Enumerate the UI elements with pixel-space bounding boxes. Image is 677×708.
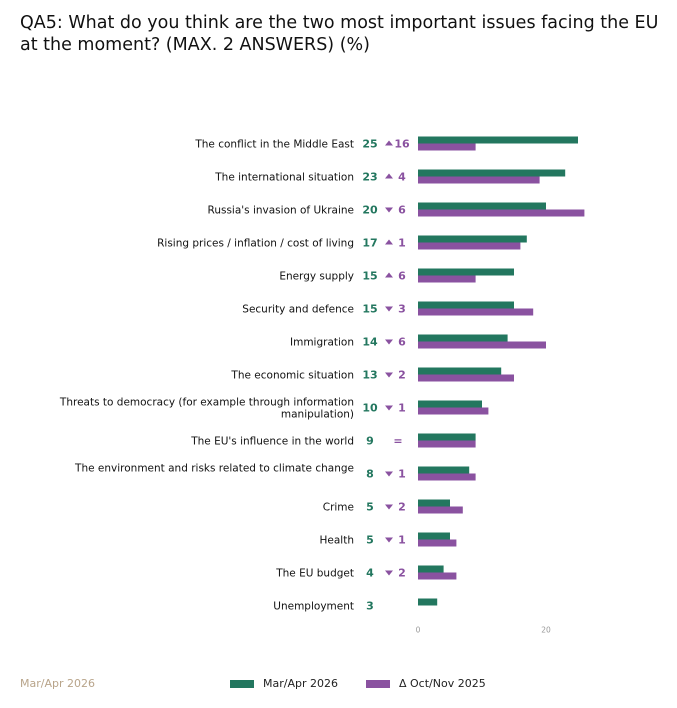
delta-label: 3 <box>398 303 406 316</box>
delta-up-icon <box>385 173 393 179</box>
value-label: 9 <box>366 435 374 448</box>
bar-previous <box>418 176 540 184</box>
bar-current <box>418 598 438 606</box>
category-label: Security and defence <box>242 304 354 316</box>
bar-previous <box>418 506 463 514</box>
bar-previous <box>418 143 476 151</box>
bar-previous <box>418 473 476 481</box>
bar-current <box>418 367 502 375</box>
bar-current <box>418 466 470 474</box>
delta-label: 1 <box>398 468 406 481</box>
delta-label: 2 <box>398 369 406 382</box>
delta-label: = <box>393 435 402 448</box>
value-label: 25 <box>362 138 377 151</box>
bar-current <box>418 499 450 507</box>
category-label: Unemployment <box>273 601 354 613</box>
bar-current <box>418 301 514 309</box>
bar-previous <box>418 209 585 217</box>
bar-current <box>418 400 482 408</box>
bar-current <box>418 532 450 540</box>
value-label: 17 <box>362 237 377 250</box>
delta-label: 6 <box>398 336 406 349</box>
bar-previous <box>418 440 476 448</box>
value-label: 20 <box>362 204 378 217</box>
bar-current <box>418 202 546 210</box>
category-label: manipulation) <box>281 409 354 421</box>
category-label: Health <box>320 535 354 547</box>
delta-down-icon <box>385 405 393 411</box>
bar-previous <box>418 275 476 283</box>
bar-previous <box>418 374 514 382</box>
bar-current <box>418 268 514 276</box>
bar-current <box>418 235 527 243</box>
bar-current <box>418 169 566 177</box>
delta-label: 6 <box>398 270 406 283</box>
value-label: 3 <box>366 600 374 613</box>
x-tick-label: 20 <box>541 626 551 635</box>
delta-label: 1 <box>398 534 406 547</box>
legend-item-previous: Δ Oct/Nov 2025 <box>365 677 486 690</box>
legend-item-current: Mar/Apr 2026 <box>230 677 338 690</box>
category-label: The EU budget <box>275 568 354 580</box>
category-label: Crime <box>323 502 354 514</box>
category-label: Immigration <box>290 337 354 349</box>
category-label: Rising prices / inflation / cost of livi… <box>157 238 354 250</box>
value-label: 14 <box>362 336 378 349</box>
delta-label: 16 <box>394 138 410 151</box>
delta-down-icon <box>385 570 393 576</box>
delta-label: 4 <box>398 171 406 184</box>
bar-previous <box>418 308 534 316</box>
bar-previous <box>418 539 457 547</box>
delta-down-icon <box>385 504 393 510</box>
bar-previous <box>418 572 457 580</box>
bar-previous <box>418 341 546 349</box>
value-label: 8 <box>366 468 374 481</box>
bar-current <box>418 565 444 573</box>
category-label: The EU's influence in the world <box>190 436 354 448</box>
legend-swatch-current <box>230 679 254 688</box>
delta-down-icon <box>385 537 393 543</box>
delta-down-icon <box>385 306 393 312</box>
delta-down-icon <box>385 207 393 213</box>
category-label: The international situation <box>214 172 354 184</box>
delta-down-icon <box>385 339 393 345</box>
value-label: 5 <box>366 534 374 547</box>
legend-label-previous: Δ Oct/Nov 2025 <box>398 677 486 690</box>
bar-current <box>418 433 476 441</box>
bar-previous <box>418 242 521 250</box>
category-label: The environment and risks related to cli… <box>74 463 354 475</box>
chart-title: QA5: What do you think are the two most … <box>20 13 659 55</box>
footnote: Mar/Apr 2026 <box>20 677 95 690</box>
delta-label: 6 <box>398 204 406 217</box>
bar-current <box>418 334 508 342</box>
value-label: 5 <box>366 501 374 514</box>
bar-current <box>418 136 578 144</box>
value-label: 15 <box>362 303 377 316</box>
delta-down-icon <box>385 471 393 477</box>
category-label: The economic situation <box>230 370 354 382</box>
delta-up-icon <box>385 140 393 146</box>
delta-label: 1 <box>398 402 406 415</box>
delta-label: 2 <box>398 567 406 580</box>
delta-down-icon <box>385 372 393 378</box>
category-label: Threats to democracy (for example throug… <box>59 397 354 409</box>
legend-label-current: Mar/Apr 2026 <box>263 677 338 690</box>
delta-up-icon <box>385 239 393 245</box>
value-label: 13 <box>362 369 377 382</box>
value-label: 23 <box>362 171 377 184</box>
bar-previous <box>418 407 489 415</box>
category-label: The conflict in the Middle East <box>194 139 354 151</box>
legend-swatch-previous <box>365 679 390 688</box>
category-label: Energy supply <box>279 271 354 283</box>
delta-label: 1 <box>398 237 406 250</box>
value-label: 10 <box>362 402 378 415</box>
value-label: 15 <box>362 270 377 283</box>
legend: Mar/Apr 2026 Δ Oct/Nov 2025 <box>230 677 514 690</box>
x-tick-label: 0 <box>416 626 421 635</box>
category-label: Russia's invasion of Ukraine <box>208 205 355 217</box>
delta-up-icon <box>385 272 393 278</box>
delta-label: 2 <box>398 501 406 514</box>
value-label: 4 <box>366 567 374 580</box>
